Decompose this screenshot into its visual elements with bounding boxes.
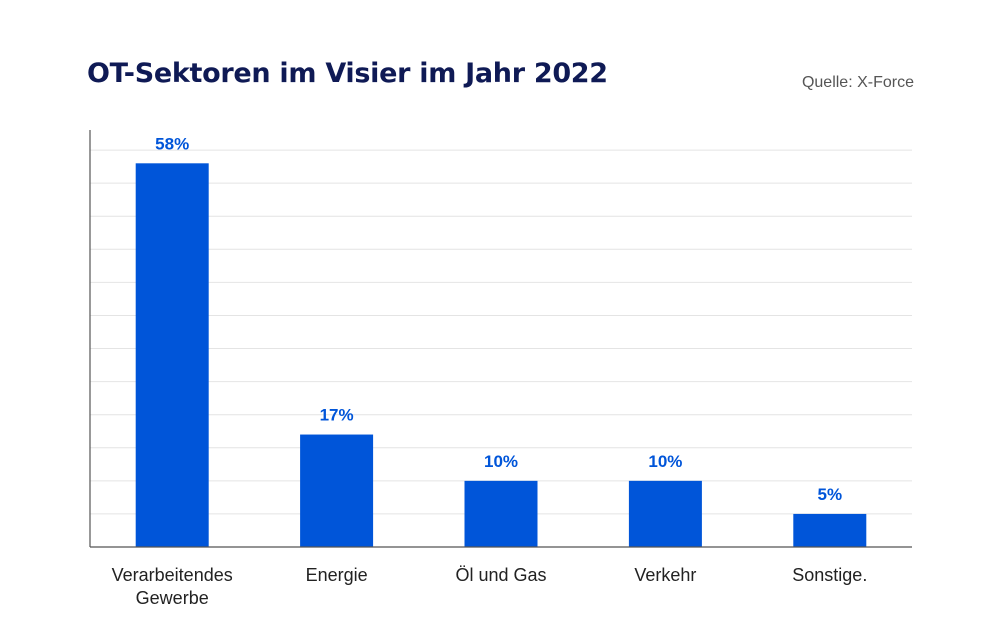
bar — [300, 434, 374, 547]
category-label: Gewerbe — [136, 588, 209, 608]
value-label: 10% — [648, 452, 682, 471]
category-label: Energie — [306, 565, 368, 585]
source-note: Quelle: X-Force — [801, 74, 914, 91]
category-label: Sonstige. — [792, 565, 867, 585]
bar — [464, 480, 538, 547]
chart-title: OT-Sektoren im Visier im Jahr 2022 — [87, 58, 608, 89]
value-label: 10% — [484, 452, 518, 471]
bar — [135, 163, 209, 548]
value-label: 5% — [818, 485, 843, 504]
category-label: Öl und Gas — [455, 565, 546, 585]
value-label: 17% — [320, 406, 354, 425]
value-label: 58% — [155, 134, 189, 153]
category-labels: Verarbeitendes Gewerbe Energie Öl und Gas Ve… — [112, 565, 868, 608]
axes — [89, 130, 912, 548]
bar — [628, 480, 702, 547]
value-labels: 58% 17% 10% 10% 5% — [155, 134, 842, 504]
category-label: Verarbeitendes — [112, 565, 233, 585]
bars — [135, 163, 867, 548]
category-label: Verkehr — [634, 565, 696, 585]
bar — [793, 513, 867, 547]
